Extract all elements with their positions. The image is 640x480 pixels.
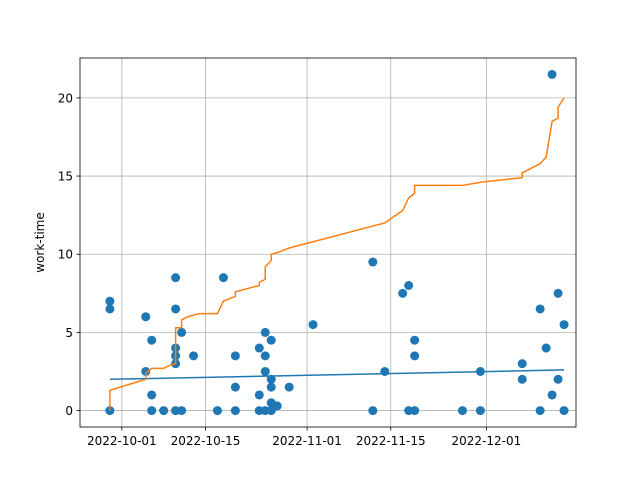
scatter-point bbox=[147, 335, 157, 345]
scatter-point bbox=[410, 351, 420, 361]
scatter-point bbox=[547, 69, 557, 79]
scatter-point bbox=[141, 312, 151, 322]
scatter-point bbox=[368, 406, 378, 416]
scatter-point bbox=[368, 257, 378, 267]
scatter-point bbox=[105, 304, 115, 314]
scatter-point bbox=[159, 406, 169, 416]
scatter-point bbox=[254, 343, 264, 353]
scatter-point bbox=[272, 401, 282, 411]
scatter-point bbox=[260, 327, 270, 337]
x-tick-label: 2022-10-01 bbox=[87, 434, 157, 448]
scatter-point bbox=[147, 390, 157, 400]
x-tick-label: 2022-11-01 bbox=[272, 434, 342, 448]
scatter-point bbox=[553, 374, 563, 384]
scatter-point bbox=[284, 382, 294, 392]
scatter-point bbox=[553, 288, 563, 298]
scatter-point bbox=[147, 406, 157, 416]
axis-ticks: 2022-10-01 2022-10-15 2022-11-01 2022-11-15… bbox=[58, 91, 522, 448]
grid bbox=[80, 58, 576, 427]
scatter-point bbox=[266, 374, 276, 384]
cumulative-line bbox=[109, 97, 565, 411]
x-tick-label: 2022-12-01 bbox=[451, 434, 521, 448]
scatter-point bbox=[398, 288, 408, 298]
scatter-point bbox=[177, 406, 187, 416]
scatter-point bbox=[218, 273, 228, 283]
y-tick-label: 15 bbox=[58, 170, 73, 184]
trend-line bbox=[109, 369, 565, 381]
scatter-point bbox=[410, 335, 420, 345]
scatter-point bbox=[254, 390, 264, 400]
scatter-point bbox=[535, 406, 545, 416]
y-tick-label: 5 bbox=[65, 326, 73, 340]
scatter-point bbox=[547, 390, 557, 400]
scatter-point bbox=[105, 406, 115, 416]
scatter-point bbox=[260, 351, 270, 361]
scatter-point bbox=[475, 406, 485, 416]
scatter-point bbox=[410, 406, 420, 416]
scatter-point bbox=[171, 273, 181, 283]
scatter-point bbox=[517, 374, 527, 384]
y-axis-label: work-time bbox=[33, 212, 47, 272]
y-tick-label: 0 bbox=[65, 404, 73, 418]
y-tick-label: 10 bbox=[58, 248, 73, 262]
scatter-point bbox=[380, 366, 390, 376]
scatter-point bbox=[541, 343, 551, 353]
scatter-point bbox=[535, 304, 545, 314]
scatter-point bbox=[189, 351, 199, 361]
scatter-point bbox=[141, 366, 151, 376]
scatter-point bbox=[517, 359, 527, 369]
scatter-point bbox=[308, 320, 318, 330]
x-tick-label: 2022-11-15 bbox=[356, 434, 426, 448]
x-tick-label: 2022-10-15 bbox=[171, 434, 241, 448]
y-tick-label: 20 bbox=[58, 91, 73, 105]
scatter-point bbox=[457, 406, 467, 416]
scatter-point bbox=[230, 351, 240, 361]
scatter-point bbox=[404, 280, 414, 290]
scatter-point bbox=[559, 320, 569, 330]
plot-frame bbox=[79, 57, 577, 428]
scatter-point bbox=[266, 335, 276, 345]
scatter-point bbox=[212, 406, 222, 416]
scatter-point bbox=[105, 296, 115, 306]
scatter-point bbox=[171, 304, 181, 314]
scatter-point bbox=[230, 382, 240, 392]
scatter-point bbox=[260, 366, 270, 376]
scatter-point bbox=[559, 406, 569, 416]
scatter-point bbox=[230, 406, 240, 416]
scatter-point bbox=[266, 382, 276, 392]
plot-data bbox=[105, 69, 569, 416]
scatter-point bbox=[177, 327, 187, 337]
